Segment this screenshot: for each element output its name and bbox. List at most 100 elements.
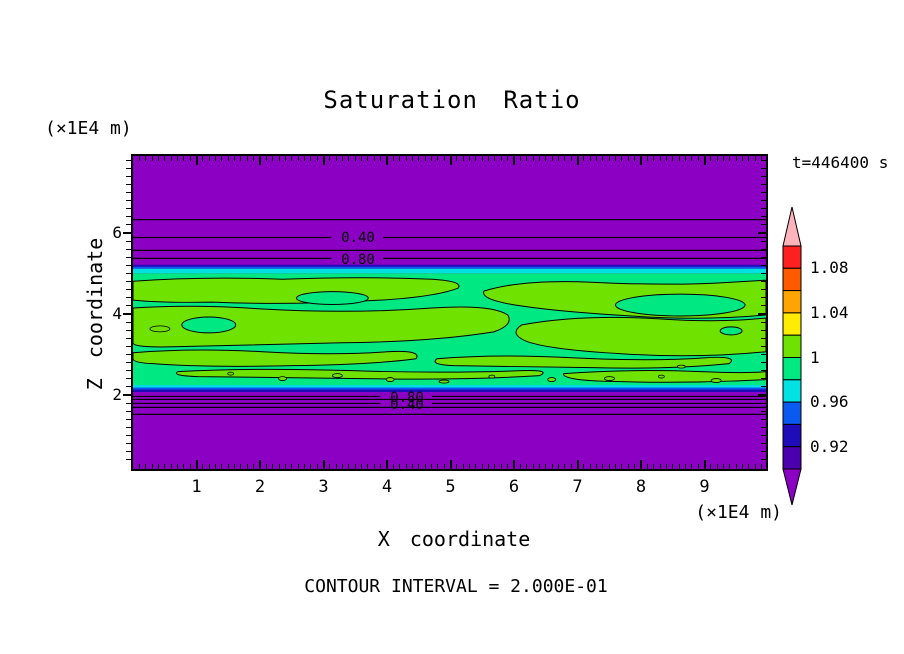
axis-tick	[126, 337, 131, 339]
contour-speckle	[438, 379, 450, 384]
axis-tick	[723, 156, 725, 161]
field-strip-blue	[133, 266, 766, 269]
axis-tick	[138, 156, 140, 161]
axis-tick	[126, 435, 131, 436]
axis-tick	[151, 464, 153, 469]
axis-tick	[399, 156, 401, 161]
axis-tick	[462, 156, 464, 161]
axis-tick	[761, 451, 766, 453]
contour-hole	[614, 293, 746, 317]
axis-tick	[418, 464, 420, 469]
axis-tick	[710, 156, 712, 161]
axis-tick	[716, 464, 718, 469]
axis-tick	[126, 459, 131, 461]
axis-tick	[589, 156, 591, 161]
axis-tick	[170, 156, 172, 161]
axis-tick	[761, 224, 766, 226]
axis-tick	[697, 464, 699, 469]
axis-tick	[348, 464, 350, 469]
colorbar-label: 1.04	[810, 302, 849, 322]
axis-tick	[126, 329, 131, 331]
axis-tick	[665, 464, 667, 469]
axis-tick	[195, 460, 198, 469]
axis-tick	[126, 200, 131, 202]
axis-tick	[215, 156, 217, 161]
axis-tick	[126, 159, 131, 161]
x-tick-label: 6	[508, 477, 520, 497]
axis-tick	[126, 264, 131, 266]
colorbar-label: 1	[810, 347, 820, 367]
axis-tick	[126, 378, 131, 380]
axis-tick	[246, 156, 248, 161]
axis-tick	[399, 464, 401, 469]
axis-tick	[481, 156, 483, 161]
contour-speckle	[710, 378, 722, 383]
axis-tick	[761, 378, 766, 380]
axis-tick	[761, 345, 766, 347]
plot-title: Saturation Ratio	[323, 86, 581, 114]
axis-tick	[488, 156, 490, 161]
axis-tick	[761, 402, 766, 404]
axis-tick	[684, 156, 686, 161]
axis-tick	[443, 464, 445, 469]
axis-tick	[278, 156, 280, 161]
axis-tick	[443, 156, 445, 161]
axis-tick	[761, 329, 766, 331]
axis-tick	[761, 264, 766, 266]
axis-tick	[761, 208, 766, 210]
axis-tick	[303, 464, 305, 469]
field-strip-cyan	[133, 385, 766, 388]
axis-tick	[424, 464, 426, 469]
y-tick-label: 4	[112, 304, 122, 323]
axis-tick	[310, 464, 312, 469]
axis-tick	[615, 464, 617, 469]
contour-speckle	[604, 376, 615, 381]
axis-tick	[672, 464, 674, 469]
contour-line-label: 0.40	[390, 397, 424, 413]
axis-tick	[418, 156, 420, 161]
contour-region	[133, 349, 418, 367]
axis-tick	[761, 321, 766, 323]
axis-tick	[761, 273, 766, 274]
axis-tick	[126, 240, 131, 242]
contour-speckle	[278, 376, 287, 381]
axis-tick	[126, 273, 131, 274]
axis-tick	[761, 370, 766, 372]
axis-tick	[437, 464, 439, 469]
axis-tick	[367, 464, 369, 469]
axis-tick	[297, 156, 299, 161]
axis-tick	[354, 156, 356, 161]
axis-tick	[126, 362, 131, 364]
axis-tick	[761, 362, 766, 364]
contour-hole	[181, 316, 237, 334]
x-tick-label: 7	[572, 477, 583, 497]
axis-tick	[761, 418, 766, 420]
axis-tick	[748, 464, 750, 469]
axis-tick	[761, 464, 763, 469]
axis-tick	[494, 156, 496, 161]
axis-tick	[297, 464, 299, 469]
axis-tick	[126, 167, 131, 169]
axis-tick	[303, 156, 305, 161]
field-strip-navy	[133, 264, 766, 267]
axis-tick	[462, 464, 464, 469]
axis-tick	[758, 313, 766, 315]
axis-tick	[545, 464, 547, 469]
axis-tick	[392, 156, 394, 161]
axis-tick	[183, 464, 185, 469]
axis-tick	[538, 156, 540, 161]
axis-tick	[126, 289, 131, 291]
axis-tick	[761, 289, 766, 291]
x-tick-label: 4	[381, 477, 393, 497]
contour-line-label: 0.80	[390, 390, 424, 406]
axis-tick	[126, 386, 131, 388]
axis-tick	[653, 156, 655, 161]
contour-speckle	[657, 374, 665, 379]
axis-tick	[456, 156, 458, 161]
axis-tick	[329, 464, 331, 469]
axis-tick	[659, 464, 661, 469]
colorbar-segment	[782, 401, 802, 425]
axis-tick	[265, 156, 267, 161]
axis-tick	[335, 464, 337, 469]
axis-tick	[621, 464, 623, 469]
